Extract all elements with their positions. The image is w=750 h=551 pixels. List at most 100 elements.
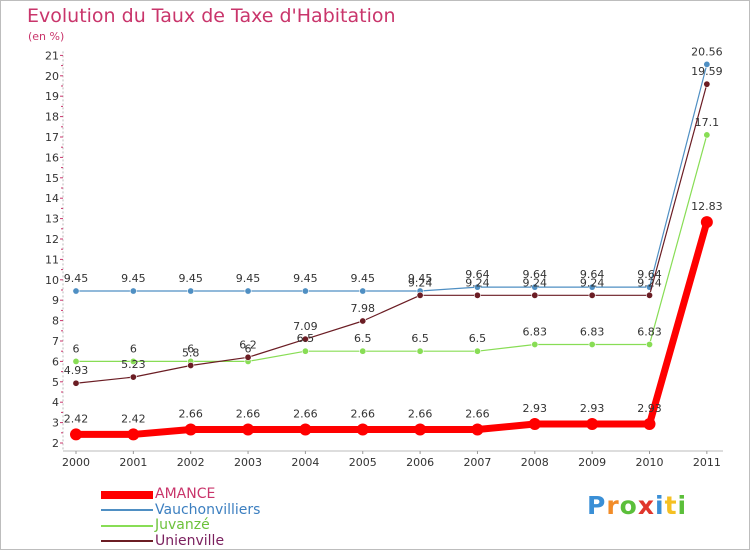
- legend-item: Vauchonvilliers: [101, 501, 261, 519]
- y-tick-label: 9: [52, 294, 59, 307]
- axes: 2 3 4 5 6 7 8 9 10 11 12 13 14 15 16 17 18 19 20 21 2000 2001…: [45, 49, 723, 469]
- data-label: 6.83: [523, 325, 548, 338]
- data-point: [129, 357, 137, 365]
- x-tick-label: 2010: [636, 456, 664, 469]
- series-layer: [70, 60, 713, 441]
- data-label: 6.2: [239, 338, 257, 351]
- data-point: [416, 291, 424, 299]
- data-point: [301, 287, 309, 295]
- data-label: 2.66: [351, 408, 376, 421]
- y-tick-label: 6: [52, 355, 59, 368]
- data-point: [531, 340, 539, 348]
- y-tick-label: 5: [52, 376, 59, 389]
- data-label: 2.66: [408, 408, 433, 421]
- data-label: 9.64: [523, 268, 548, 281]
- y-tick-label: 16: [45, 151, 59, 164]
- data-label: 9.45: [178, 272, 203, 285]
- x-tick-label: 2009: [578, 456, 606, 469]
- data-label: 6.83: [637, 325, 662, 338]
- legend-label: Vauchonvilliers: [155, 501, 261, 518]
- x-tick-label: 2007: [463, 456, 491, 469]
- data-label: 9.24: [465, 276, 490, 289]
- data-point: [473, 347, 481, 355]
- data-point: [129, 287, 137, 295]
- series-line-vauchonvilliers: [76, 64, 708, 292]
- data-label: 6.5: [469, 332, 487, 345]
- data-point: [301, 335, 309, 343]
- data-label: 9.45: [293, 272, 318, 285]
- data-label: 9.24: [580, 276, 605, 289]
- series-line-amance: [76, 221, 711, 438]
- data-label: 2.66: [236, 408, 261, 421]
- data-point: [588, 283, 596, 291]
- y-tick-label: 13: [45, 213, 59, 226]
- data-label: 6.83: [580, 325, 605, 338]
- data-label: 2.66: [293, 408, 318, 421]
- data-label: 2.93: [523, 402, 548, 415]
- data-point: [359, 317, 367, 325]
- y-tick-label: 18: [45, 111, 59, 124]
- data-point: [184, 423, 197, 436]
- data-point: [127, 428, 140, 441]
- data-label: 9.45: [236, 272, 261, 285]
- data-label: 6.5: [297, 332, 315, 345]
- data-label: 9.64: [637, 268, 662, 281]
- y-tick-label: 7: [52, 335, 59, 348]
- legend-swatch: [101, 503, 153, 518]
- legend-item: Juvanzé: [101, 518, 260, 534]
- data-label: 12.83: [691, 200, 723, 213]
- x-tick-label: 2000: [62, 456, 90, 469]
- data-label: 2.42: [64, 412, 89, 425]
- legend-label: Unienville: [155, 532, 225, 549]
- y-tick-label: 17: [45, 131, 59, 144]
- data-point: [356, 423, 369, 436]
- data-label: 7.09: [293, 320, 318, 333]
- data-label: 2.66: [178, 408, 203, 421]
- x-tick-label: 2001: [119, 456, 147, 469]
- data-label: 5.8: [182, 346, 200, 359]
- data-label: 19.59: [691, 65, 723, 78]
- data-point: [242, 423, 255, 436]
- data-label: 7.98: [351, 302, 376, 315]
- y-tick-label: 8: [52, 315, 59, 328]
- x-tick-label: 2011: [693, 456, 721, 469]
- proxiti-logo: Proxiti: [587, 491, 688, 520]
- data-point: [703, 60, 711, 68]
- data-point: [645, 291, 653, 299]
- y-tick-label: 11: [45, 253, 59, 266]
- data-label: 9.64: [465, 268, 490, 281]
- data-label: 20.56: [691, 45, 723, 58]
- data-point: [471, 423, 484, 436]
- data-point: [703, 80, 711, 88]
- y-tick-label: 12: [45, 233, 59, 246]
- legend-label: Juvanzé: [155, 517, 210, 534]
- x-tick-label: 2002: [177, 456, 205, 469]
- y-tick-label: 4: [52, 396, 59, 409]
- data-label: 6.5: [411, 332, 429, 345]
- x-tick-label: 2003: [234, 456, 262, 469]
- data-label: 9.45: [351, 272, 376, 285]
- x-tick-label: 2004: [291, 456, 319, 469]
- x-tick-label: 2006: [406, 456, 434, 469]
- chart-title: Evolution du Taux de Taxe d'Habitation: [27, 5, 396, 27]
- y-tick-label: 14: [45, 192, 59, 205]
- data-point: [187, 287, 195, 295]
- data-point: [416, 347, 424, 355]
- y-tick-label: 15: [45, 172, 59, 185]
- legend-swatch: [101, 487, 153, 502]
- series-line-juvanz: [76, 134, 708, 362]
- y-unit-label: (en %): [28, 30, 65, 43]
- x-tick-label: 2005: [349, 456, 377, 469]
- data-point: [531, 283, 539, 291]
- data-point: [299, 423, 312, 436]
- data-label: 9.24: [408, 276, 433, 289]
- data-point: [72, 287, 80, 295]
- data-label: 6.5: [354, 332, 372, 345]
- data-point: [643, 418, 656, 431]
- data-label: 9.24: [523, 276, 548, 289]
- y-tick-label: 3: [52, 417, 59, 430]
- data-label: 2.93: [637, 402, 662, 415]
- data-point: [244, 353, 252, 361]
- data-label: 4.93: [64, 364, 89, 377]
